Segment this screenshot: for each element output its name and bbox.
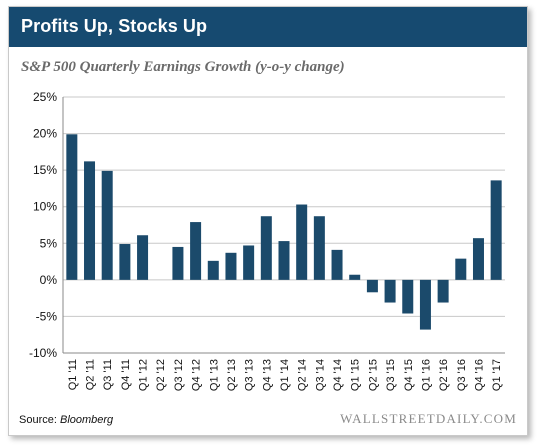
y-tick-label: 5% — [40, 236, 58, 250]
grid-layer — [62, 96, 505, 354]
x-tick-label: Q4 '13 — [261, 359, 273, 391]
bar — [490, 180, 502, 280]
source-label: Source: — [19, 414, 57, 426]
source-note: Source: Bloomberg — [19, 414, 113, 426]
bar — [66, 134, 78, 280]
bar — [278, 241, 290, 280]
y-tick-label: 15% — [33, 163, 57, 177]
chart-title: S&P 500 Quarterly Earnings Growth (y-o-y… — [21, 59, 345, 75]
y-tick-label: 20% — [33, 127, 57, 141]
bar — [313, 216, 325, 280]
bar — [207, 260, 219, 280]
bar — [366, 279, 378, 293]
title-banner: Profits Up, Stocks Up — [9, 7, 527, 47]
bar — [225, 252, 237, 280]
x-tick-label: Q4 '14 — [332, 359, 344, 391]
x-tick-label: Q3 '11 — [102, 359, 114, 390]
x-tick-label: Q2 '16 — [438, 359, 450, 391]
x-tick-label: Q4 '11 — [120, 359, 132, 390]
bar — [84, 161, 96, 280]
bar — [119, 244, 131, 280]
y-axis-ticks: 25% 20% 15% 10% 5% 0% -5% -10% — [29, 90, 57, 360]
x-tick-label: Q2 '13 — [226, 359, 238, 391]
x-tick-label: Q2 '14 — [297, 359, 309, 391]
x-tick-label: Q4 '15 — [403, 359, 415, 391]
bars — [66, 134, 502, 330]
x-tick-label: Q1 '13 — [208, 359, 220, 391]
x-tick-label: Q1 '11 — [67, 359, 79, 390]
bar — [455, 258, 467, 280]
x-tick-label: Q2 '11 — [85, 359, 97, 390]
x-tick-label: Q3 '16 — [456, 359, 468, 391]
x-tick-label: Q1 '17 — [491, 359, 503, 391]
bar — [402, 279, 414, 314]
bar — [437, 279, 449, 303]
y-tick-label: 0% — [40, 273, 58, 287]
x-tick-label: Q2 '12 — [155, 359, 167, 391]
x-axis-ticks: Q1 '11 Q2 '11 Q3 '11 Q4 '11 Q1 '12 Q2 '12 Q3 '… — [67, 359, 503, 391]
bar — [419, 279, 431, 330]
x-tick-label: Q3 '15 — [385, 359, 397, 391]
x-tick-label: Q3 '13 — [244, 359, 256, 391]
bar — [331, 249, 343, 280]
x-tick-label: Q1 '15 — [350, 359, 362, 391]
source-name: Bloomberg — [59, 414, 114, 426]
bar-chart: 25% 20% 15% 10% 5% 0% -5% -10% Q1 '11 Q2 '11 Q3 '… — [29, 90, 505, 391]
x-tick-label: Q3 '12 — [173, 359, 185, 391]
y-tick-label: 25% — [33, 90, 57, 104]
y-tick-label: 10% — [33, 200, 57, 214]
bar — [260, 216, 272, 280]
x-tick-label: Q1 '16 — [420, 359, 432, 391]
bar — [472, 238, 484, 280]
chart-card: Profits Up, Stocks Up S&P 500 Quarterly … — [8, 6, 528, 436]
x-tick-label: Q4 '16 — [473, 359, 485, 391]
x-tick-label: Q1 '14 — [279, 359, 291, 391]
y-tick-label: -10% — [29, 346, 57, 360]
bar — [137, 235, 149, 280]
x-tick-label: Q2 '15 — [367, 359, 379, 391]
bar — [296, 204, 308, 280]
x-tick-label: Q4 '12 — [191, 359, 203, 391]
x-tick-label: Q3 '14 — [314, 359, 326, 391]
bar — [172, 246, 184, 280]
bar — [243, 245, 255, 280]
y-tick-label: -5% — [36, 309, 58, 323]
bar — [190, 222, 202, 280]
bar — [384, 279, 396, 303]
page-title: Profits Up, Stocks Up — [21, 16, 208, 36]
brand-logo-text: WALLSTREETDAILY.COM — [340, 411, 517, 426]
bar — [349, 274, 361, 280]
x-tick-label: Q1 '12 — [138, 359, 150, 391]
bar — [101, 170, 113, 280]
